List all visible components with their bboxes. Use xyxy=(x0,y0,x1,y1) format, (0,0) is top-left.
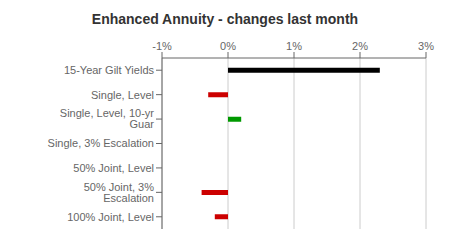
svg-text:1%: 1% xyxy=(286,40,302,52)
svg-text:Single, 3% Escalation: Single, 3% Escalation xyxy=(48,137,154,149)
svg-text:50% Joint, Level: 50% Joint, Level xyxy=(73,162,154,174)
svg-text:15-Year Gilt Yields: 15-Year Gilt Yields xyxy=(64,64,155,76)
svg-text:100% Joint, Level: 100% Joint, Level xyxy=(67,211,154,223)
svg-text:0%: 0% xyxy=(220,40,236,52)
svg-text:2%: 2% xyxy=(352,40,368,52)
svg-text:Single, Level: Single, Level xyxy=(91,89,154,101)
svg-text:Single, Level, 10-yrGuar: Single, Level, 10-yrGuar xyxy=(60,107,154,130)
svg-text:-1%: -1% xyxy=(152,40,172,52)
svg-text:50% Joint, 3%Escalation: 50% Joint, 3%Escalation xyxy=(84,181,155,204)
html-text:Enhanced Annuity - changes las: Enhanced Annuity - changes last month xyxy=(91,11,359,27)
svg-text:3%: 3% xyxy=(418,40,434,52)
